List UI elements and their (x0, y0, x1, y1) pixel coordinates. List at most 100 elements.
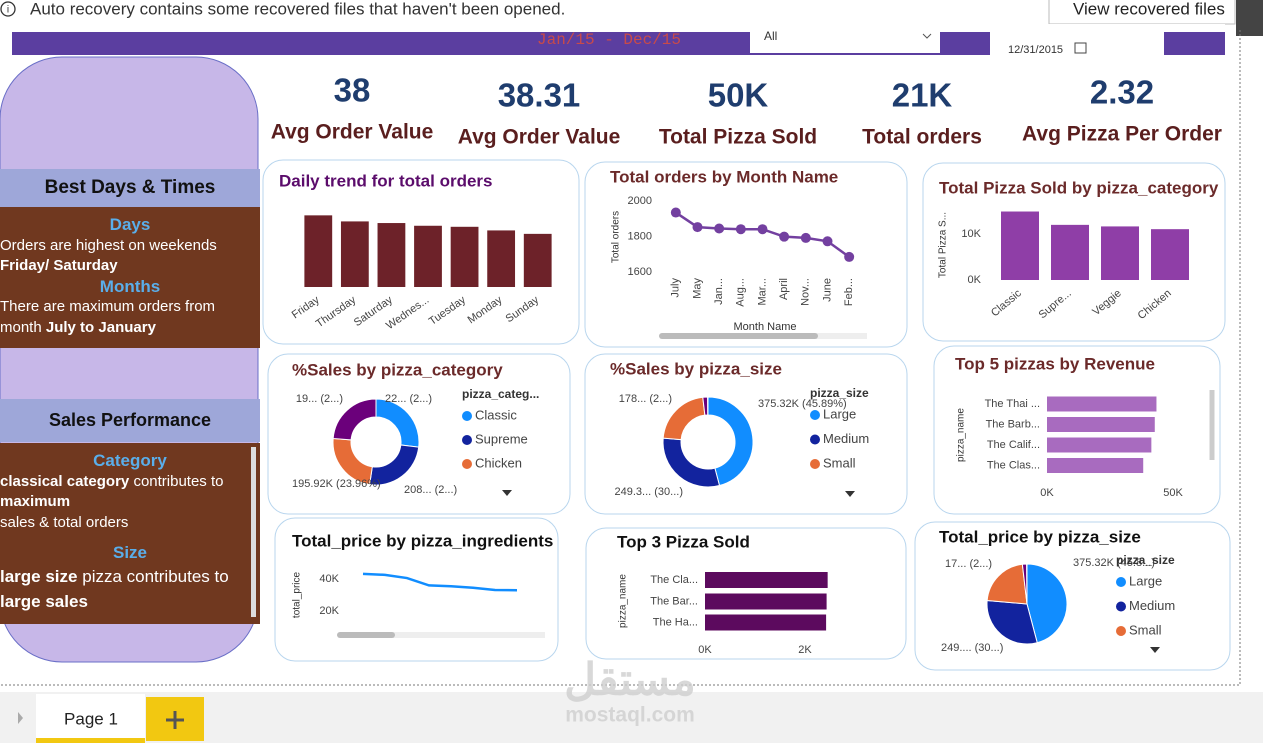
legend-swatch (810, 459, 820, 469)
heading: Size (112, 543, 148, 562)
watermark-url: mostaql.com (565, 704, 695, 727)
bar (1047, 437, 1152, 453)
legend-swatch (462, 435, 472, 445)
y-axis-label: pizza_name (618, 574, 629, 628)
legend-label: Chicken (475, 455, 522, 470)
y-axis-label: Total orders (611, 211, 622, 263)
x-tick-label: 2K (798, 644, 812, 656)
line (362, 572, 518, 592)
bar (705, 572, 828, 588)
data-label: 178... (2...) (619, 393, 672, 405)
bar (1101, 226, 1139, 280)
date-value[interactable]: 12/31/2015 (1008, 44, 1063, 56)
y-tick-label: 1600 (628, 266, 652, 278)
data-label: 208... (2...) (404, 484, 457, 496)
legend-label: Large (1129, 573, 1162, 588)
y-tick-label: The Barb... (986, 418, 1040, 430)
x-tick-label: 50K (1163, 487, 1183, 499)
insight-box: Days Orders are highest on weekends Frid… (0, 207, 260, 348)
y-tick-label: The Bar... (650, 595, 698, 607)
chart-title: Total_price by pizza_ingredients (292, 531, 553, 550)
legend-label: Small (1129, 622, 1162, 637)
legend-title: pizza_categ... (462, 387, 539, 401)
button-label[interactable]: View recovered files (1073, 0, 1225, 18)
x-tick-label: 0K (1040, 487, 1054, 499)
data-label: 249.... (30...) (941, 642, 1003, 654)
legend-label: Large (823, 406, 856, 421)
data-label: 19... (2...) (296, 393, 343, 405)
legend-swatch (1116, 601, 1126, 612)
x-axis-label: Month Name (734, 321, 797, 333)
y-tick-label: 2000 (628, 195, 652, 207)
y-tick-label: 1800 (628, 230, 652, 242)
legend-title: pizza_size (1116, 553, 1175, 567)
bar (1047, 417, 1155, 432)
y-tick-label: The Thai ... (985, 398, 1040, 410)
text: Orders are highest on weekends (0, 236, 217, 254)
y-tick-label: 10K (961, 228, 981, 240)
date-range: Jan/15 - Dec/15 (537, 31, 681, 49)
chart-panel (274, 517, 559, 662)
page-tab-label[interactable]: Page 1 (64, 709, 118, 728)
filter-value[interactable]: All (764, 29, 777, 43)
legend-swatch (1116, 577, 1126, 587)
marker (692, 222, 703, 233)
legend-label: Small (823, 455, 856, 470)
y-tick-label: 0K (968, 274, 982, 286)
text-bold: large size (0, 566, 78, 586)
kpi-value: 38 (334, 72, 371, 109)
heading: Days (109, 215, 151, 234)
data-label: 17... (2...) (945, 558, 992, 570)
slice (707, 396, 754, 487)
legend-swatch (810, 434, 820, 445)
kpi-label: Avg Order Value (271, 121, 434, 144)
data-label: 375.32K (45.89%) (758, 398, 847, 410)
y-tick-label: The Clas... (987, 459, 1040, 471)
text-bold: classical category (0, 472, 130, 490)
bar (1001, 211, 1039, 280)
legend-label: Medium (823, 431, 869, 446)
heading: Category (93, 451, 167, 470)
marker (735, 224, 746, 235)
legend-label: Medium (1129, 598, 1175, 613)
legend-swatch (462, 459, 472, 469)
y-tick-label: 40K (319, 573, 339, 585)
chart-title: Top 5 pizzas by Revenue (955, 354, 1155, 373)
kpi-value: 2.32 (1090, 74, 1154, 111)
heading: Months (99, 276, 161, 296)
marker (757, 224, 768, 235)
kpi-label: Avg Pizza Per Order (1022, 123, 1222, 146)
legend-arrow (1150, 647, 1160, 653)
legend-swatch (1116, 626, 1126, 636)
y-tick-label: The Cla... (650, 574, 698, 586)
bar (487, 230, 516, 287)
marker (844, 251, 855, 262)
kpi-value: 21K (892, 77, 953, 114)
kpi-value: 38.31 (498, 77, 581, 114)
marker (822, 236, 833, 247)
chart-title: Total Pizza Sold by pizza_category (939, 178, 1219, 197)
text-bold: July to January (45, 318, 156, 336)
bar (705, 593, 827, 610)
slice (332, 398, 377, 441)
filter-box[interactable] (750, 28, 940, 53)
legend-label: Supreme (475, 431, 528, 446)
watermark-logo: مستقل (564, 656, 696, 705)
page-tab[interactable] (36, 694, 145, 740)
bar (1151, 229, 1189, 280)
kpi-label: Total orders (862, 126, 982, 149)
svg-text:i: i (7, 5, 9, 16)
slice (986, 599, 1038, 645)
text: pizza contributes to (82, 566, 229, 586)
legend-arrow (845, 491, 855, 497)
x-tick-label: Jan... (713, 278, 725, 305)
x-tick-label: Feb... (843, 278, 855, 306)
y-tick-label: 20K (319, 605, 339, 617)
text: sales & total orders (0, 513, 129, 531)
date-box[interactable] (990, 28, 1164, 61)
section-title: Sales Performance (0, 399, 260, 442)
legend-arrow (502, 490, 512, 496)
legend-swatch (462, 411, 472, 421)
text-bold: maximum (0, 493, 71, 510)
